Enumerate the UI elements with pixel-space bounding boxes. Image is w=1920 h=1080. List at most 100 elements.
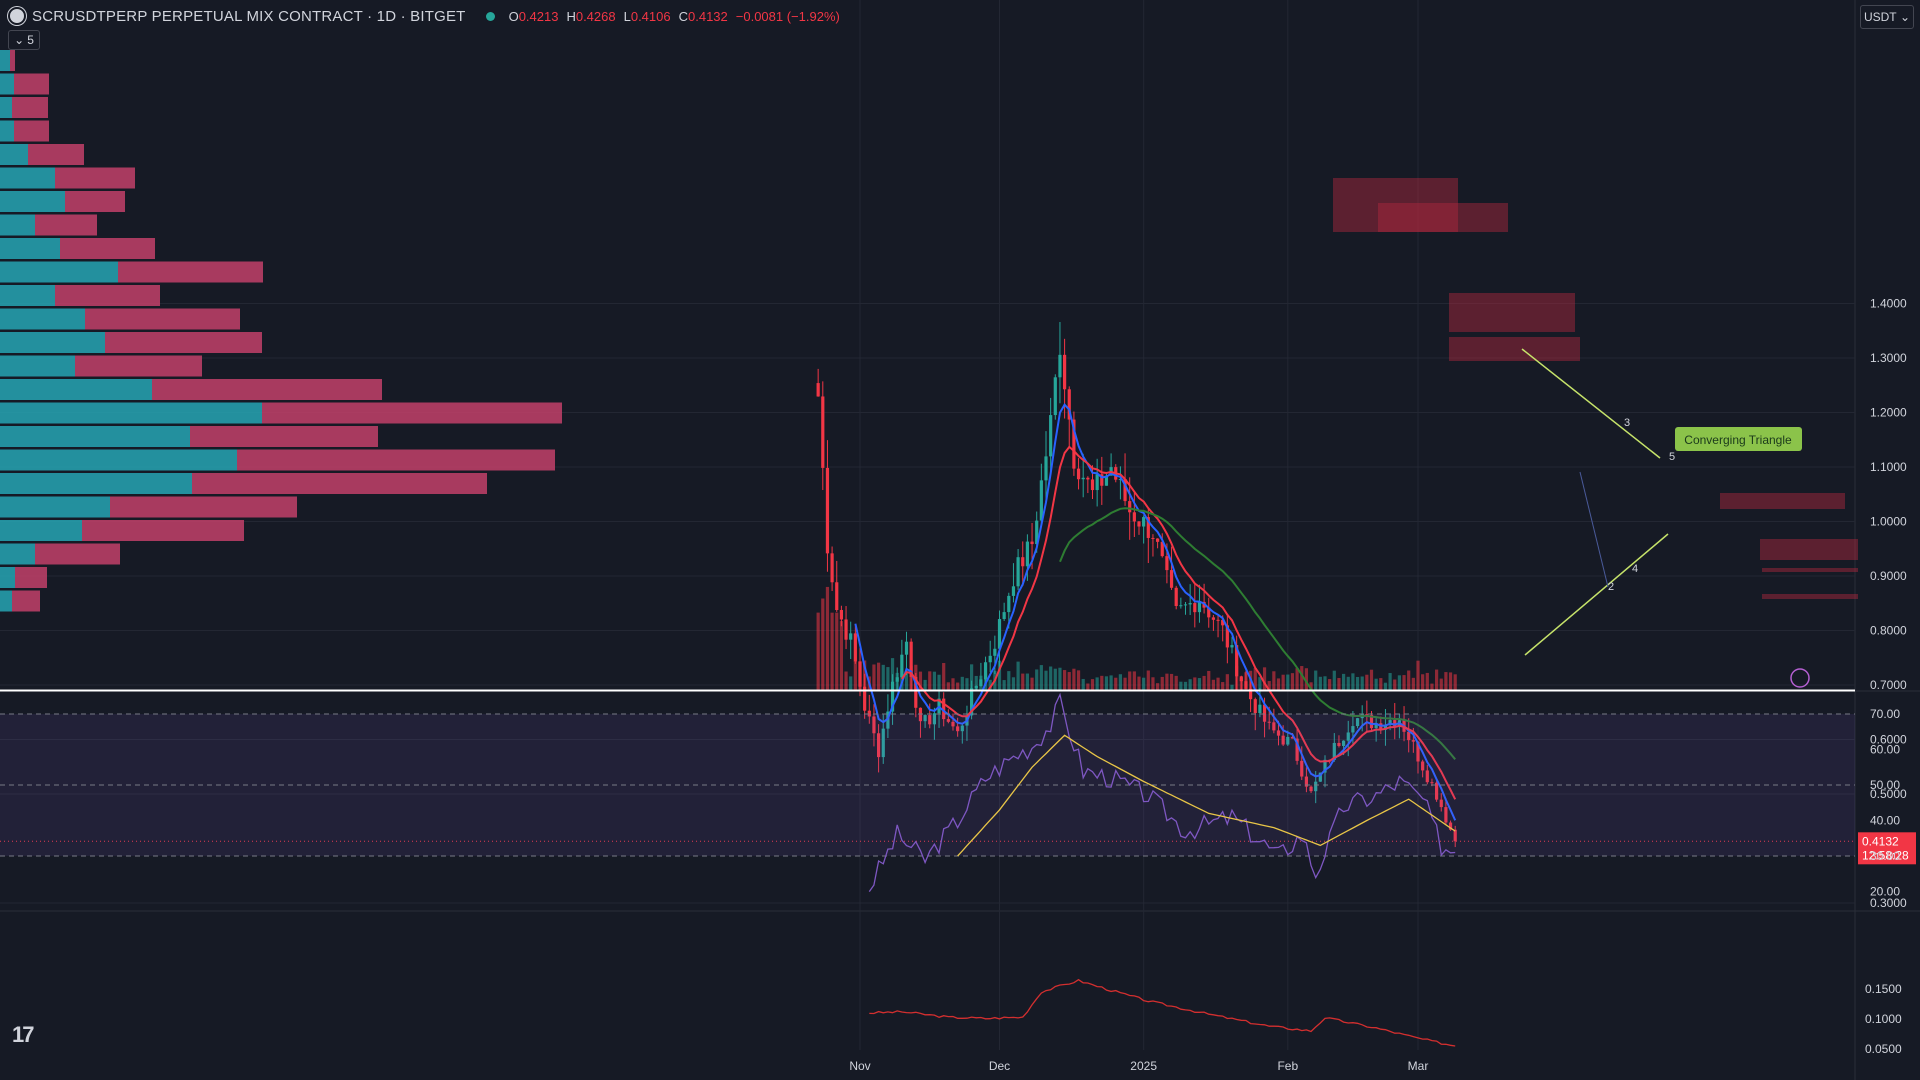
volume-bar: [1216, 677, 1220, 690]
volume-bar: [1169, 673, 1174, 690]
volume-bar: [1067, 672, 1071, 690]
triangle-lower-line: [1524, 533, 1669, 656]
vp-down-bar: [14, 73, 49, 95]
vp-down-bar: [28, 144, 84, 165]
volume-bar: [1095, 677, 1099, 690]
volume-bar: [1030, 677, 1034, 690]
volume-bar: [835, 612, 839, 690]
candle-body: [1132, 512, 1136, 522]
candle-body: [1272, 722, 1276, 731]
volume-bar: [825, 586, 830, 690]
candle-body: [1002, 612, 1006, 620]
volume-bar: [1304, 668, 1308, 690]
vp-down-bar: [75, 355, 202, 377]
volume-bar: [1318, 676, 1322, 690]
vp-down-bar: [55, 285, 160, 306]
candle-body: [988, 655, 992, 663]
ohlc-value: −0.0081 (−1.92%): [735, 8, 840, 24]
volume-bar: [988, 679, 992, 690]
volume-bar: [1142, 677, 1146, 690]
candle-body: [1444, 807, 1448, 823]
indicator-count: 5: [27, 33, 34, 47]
volume-bar: [890, 658, 895, 690]
candle-body: [1053, 377, 1057, 416]
time-tick-label: 2025: [1130, 1059, 1157, 1073]
price-tick-label: 0.3000: [1870, 896, 1907, 910]
time-axis: Nov Dec 2025 Feb Mar: [849, 1059, 1428, 1073]
volume-bar: [1039, 665, 1043, 690]
pattern-label-text: Converging Triangle: [1684, 433, 1792, 447]
volume-bar: [1439, 678, 1443, 690]
volume-bar: [1211, 679, 1215, 690]
candle-body: [1448, 822, 1453, 830]
volume-bar: [1425, 672, 1429, 690]
candle-body: [909, 641, 913, 677]
vp-up-bar: [0, 261, 118, 283]
vp-down-bar: [55, 167, 135, 189]
vp-up-bar: [0, 567, 15, 588]
volume-profile: [0, 50, 562, 612]
ohlc-item: L0.4106: [624, 9, 671, 24]
candle-body: [853, 633, 857, 662]
vp-up-bar: [0, 520, 82, 541]
vp-down-bar: [12, 97, 48, 118]
time-tick-label: Dec: [989, 1059, 1010, 1073]
volume-bar: [1360, 676, 1364, 690]
volume-bar: [1253, 668, 1257, 690]
candle-body: [1072, 419, 1076, 469]
candle-body: [1030, 541, 1034, 545]
volume-bar: [1076, 670, 1081, 690]
candle-body: [1146, 517, 1150, 538]
volume-bar: [1146, 670, 1150, 690]
candle-body: [1425, 770, 1429, 783]
candle-body: [1058, 354, 1062, 378]
candle-body: [1207, 607, 1211, 618]
candle-body: [1300, 760, 1304, 777]
triangle-upper-line: [1521, 348, 1661, 459]
volume-bar: [1323, 676, 1327, 690]
symbol-title[interactable]: SCRUSDTPERP PERPETUAL MIX CONTRACT · 1D …: [32, 7, 466, 25]
time-tick-label: Mar: [1408, 1059, 1429, 1073]
volume-bar: [1007, 671, 1011, 690]
volume-bar: [1290, 673, 1295, 690]
candle-body: [970, 688, 974, 716]
candle-body: [1416, 741, 1420, 762]
volume-bar: [932, 671, 936, 690]
ohlc-value: 0.4268: [575, 8, 616, 24]
volume-bar: [997, 660, 1002, 690]
candle-body: [1025, 541, 1029, 567]
volume-bar: [946, 682, 950, 690]
vp-down-bar: [15, 567, 47, 588]
candle-body: [835, 582, 839, 610]
volume-bar: [1379, 678, 1383, 690]
volume-bar: [1444, 672, 1448, 690]
time-tick-label: Nov: [849, 1059, 870, 1073]
vp-up-bar: [0, 97, 12, 118]
ohlc-item: H0.4268: [566, 9, 615, 24]
volume-bar: [1421, 674, 1425, 690]
candle-body: [872, 716, 876, 734]
vp-down-bar: [35, 214, 97, 236]
candle-body: [1104, 475, 1109, 486]
candle-body: [1118, 479, 1122, 481]
volume-bar: [830, 612, 834, 690]
price-tick-label: 1.2000: [1870, 406, 1907, 420]
supply-zone: [1762, 594, 1858, 599]
indicators-collapse-button[interactable]: ⌄ 5: [8, 30, 40, 50]
volume-bar: [1086, 683, 1090, 690]
candle-body: [844, 619, 848, 640]
volume-bar: [937, 674, 941, 690]
vp-up-bar: [0, 238, 60, 259]
pattern-drawings[interactable]: Converging Triangle 2 3 4 5: [0, 348, 1855, 842]
volume-bar: [1351, 673, 1355, 690]
candle-body: [1235, 645, 1239, 677]
candle-body: [983, 662, 988, 680]
currency-select[interactable]: USDT ⌄: [1860, 5, 1914, 29]
volume-bar: [1183, 681, 1188, 690]
candle-body: [839, 609, 843, 620]
vp-down-bar: [192, 473, 487, 494]
volume-bar: [1002, 680, 1006, 690]
vp-down-bar: [14, 120, 49, 142]
candle-body: [1100, 474, 1104, 486]
